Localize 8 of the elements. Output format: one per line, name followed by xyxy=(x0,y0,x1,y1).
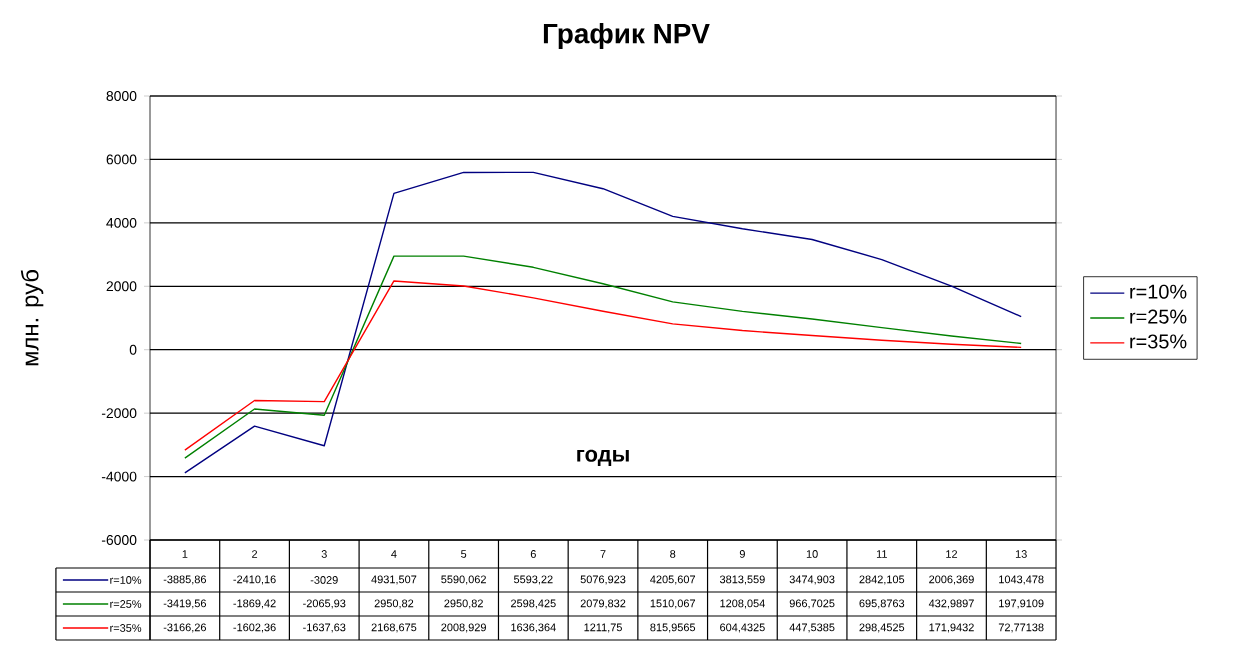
chart-title: График NPV xyxy=(543,22,710,49)
y-axis-title: млн. руб xyxy=(20,270,44,366)
legend-label: r=10% xyxy=(1130,284,1187,299)
legend-label: r=35% xyxy=(1130,334,1187,349)
x-axis-title: годы xyxy=(577,449,629,466)
line-series xyxy=(184,280,1022,451)
legend-label: r=25% xyxy=(1130,309,1187,324)
line-series xyxy=(184,171,1022,474)
